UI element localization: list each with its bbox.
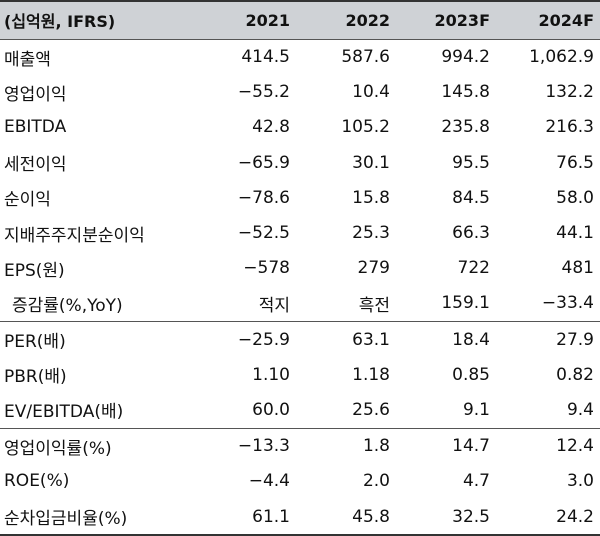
cell-value: 95.5 [452, 152, 490, 173]
table-row: PER(배) −25.9 63.1 18.4 27.9 [0, 321, 600, 358]
cell-value: −4.4 [248, 471, 290, 492]
cell-value: 24.2 [496, 498, 600, 536]
table-row: EBITDA 42.8 105.2 235.8 216.3 [0, 110, 600, 145]
row-label: 지배주주지분순이익 [4, 225, 145, 246]
cell-value: 14.7 [396, 427, 496, 464]
row-label: 증감률(%,YoY) [12, 295, 123, 316]
cell-value: 76.5 [556, 152, 594, 173]
header-2021: 2021 [206, 0, 296, 40]
cell-value: 18.4 [396, 321, 496, 358]
table-row: 영업이익 −55.2 10.4 145.8 132.2 [0, 75, 600, 110]
row-label: 영업이익 [4, 84, 67, 105]
cell-value: 10.4 [352, 82, 390, 103]
table-row: 지배주주지분순이익 −52.5 25.3 66.3 44.1 [0, 215, 600, 250]
row-label: 세전이익 [4, 155, 67, 176]
cell-value: 25.3 [352, 223, 390, 244]
row-label: EBITDA [4, 117, 67, 138]
cell-value: 414.5 [241, 47, 290, 68]
table-row: EV/EBITDA(배) 60.0 25.6 9.1 9.4 [0, 392, 600, 428]
cell-value: 3.0 [566, 471, 594, 492]
table-row: 순차입금비율(%) 61.1 45.8 32.5 24.2 [0, 498, 600, 536]
cell-value: −33.4 [541, 293, 594, 314]
table-row: 영업이익률(%) −13.3 1.8 14.7 12.4 [0, 427, 600, 464]
row-label: 순이익 [4, 190, 51, 211]
cell-value: 12.4 [496, 427, 600, 464]
row-label: PBR(배) [4, 367, 67, 388]
cell-value: 84.5 [452, 187, 490, 208]
table-row: EPS(원) −578 279 722 481 [0, 251, 600, 286]
cell-value: 2.0 [362, 471, 390, 492]
row-label: 매출액 [4, 49, 51, 70]
cell-value: −13.3 [206, 427, 296, 464]
cell-value: 0.82 [556, 364, 594, 385]
cell-value: 45.8 [296, 498, 396, 536]
cell-value: 145.8 [441, 82, 490, 103]
cell-value: 994.2 [441, 47, 490, 68]
cell-value: −25.9 [206, 321, 296, 358]
cell-value: 66.3 [452, 223, 490, 244]
table-row: 세전이익 −65.9 30.1 95.5 76.5 [0, 145, 600, 180]
cell-value: 9.4 [566, 399, 594, 420]
cell-value: 159.1 [441, 293, 490, 314]
row-label: ROE(%) [4, 471, 70, 492]
cell-value: 132.2 [545, 82, 594, 103]
cell-value: 1.8 [296, 427, 396, 464]
cell-value: 15.8 [352, 187, 390, 208]
header-unit: (십억원, IFRS) [0, 0, 206, 40]
cell-value: 1.18 [352, 364, 390, 385]
cell-value: 0.85 [452, 364, 490, 385]
table-row: 증감률(%,YoY) 적지 흑전 159.1 −33.4 [0, 286, 600, 322]
header-2023f: 2023F [396, 0, 496, 40]
cell-value: 722 [457, 258, 490, 279]
header-2024f: 2024F [496, 0, 600, 40]
cell-value: −65.9 [237, 152, 290, 173]
cell-value: 61.1 [206, 498, 296, 536]
table-row: ROE(%) −4.4 2.0 4.7 3.0 [0, 464, 600, 499]
cell-value: 279 [357, 258, 390, 279]
cell-value: 1.10 [252, 364, 290, 385]
table-header-row: (십억원, IFRS) 2021 2022 2023F 2024F [0, 0, 600, 40]
table-row: 매출액 414.5 587.6 994.2 1,062.9 [0, 39, 600, 75]
row-label: 순차입금비율(%) [0, 498, 206, 536]
cell-value: −78.6 [237, 187, 290, 208]
cell-value: 1,062.9 [529, 47, 594, 68]
cell-value: 42.8 [252, 117, 290, 138]
cell-value: −578 [243, 258, 290, 279]
cell-value: −52.5 [237, 223, 290, 244]
row-label: 영업이익률(%) [0, 427, 206, 464]
cell-value: 27.9 [496, 321, 600, 358]
cell-value: 216.3 [545, 117, 594, 138]
cell-value: 481 [561, 258, 594, 279]
table-row: PBR(배) 1.10 1.18 0.85 0.82 [0, 357, 600, 392]
cell-value: 235.8 [441, 117, 490, 138]
cell-value: 적지 [258, 295, 290, 316]
cell-value: −55.2 [237, 82, 290, 103]
row-label: EV/EBITDA(배) [4, 402, 124, 423]
cell-value: 44.1 [556, 223, 594, 244]
cell-value: 25.6 [352, 399, 390, 420]
cell-value: 30.1 [352, 152, 390, 173]
cell-value: 587.6 [341, 47, 390, 68]
row-label: EPS(원) [4, 260, 65, 281]
cell-value: 흑전 [358, 295, 390, 316]
cell-value: 60.0 [252, 399, 290, 420]
table-row: 순이익 −78.6 15.8 84.5 58.0 [0, 180, 600, 215]
cell-value: 4.7 [462, 471, 490, 492]
cell-value: 63.1 [296, 321, 396, 358]
header-2022: 2022 [296, 0, 396, 40]
cell-value: 32.5 [396, 498, 496, 536]
row-label: PER(배) [0, 321, 206, 358]
cell-value: 58.0 [556, 187, 594, 208]
cell-value: 9.1 [462, 399, 490, 420]
cell-value: 105.2 [341, 117, 390, 138]
